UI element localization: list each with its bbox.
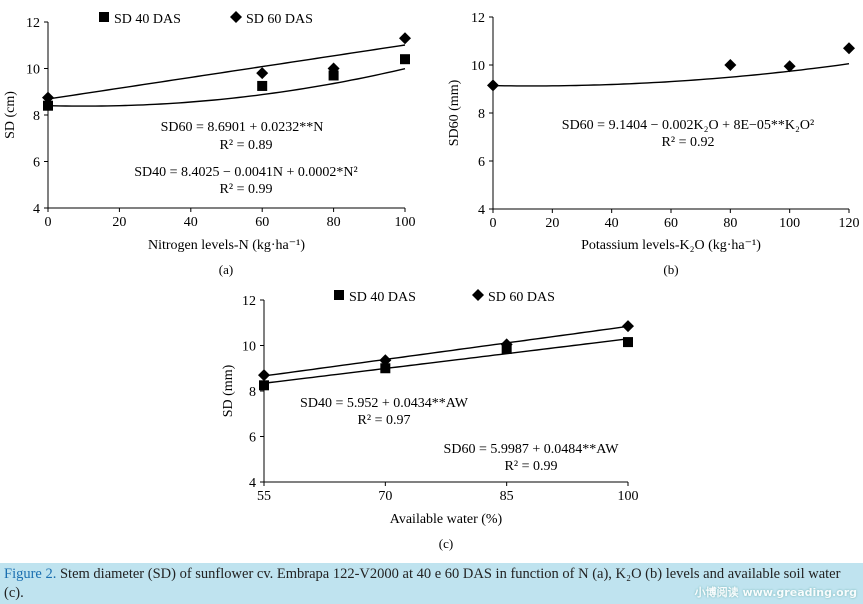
- r-squared-a-1: R² = 0.99: [220, 182, 273, 197]
- legend-marker-c-0: [334, 290, 344, 300]
- data-point-a-1: [42, 91, 54, 104]
- x-tick-label-b: 60: [664, 216, 678, 231]
- x-axis-title-c: Available water (%): [390, 512, 503, 527]
- y-tick-label-c: 12: [242, 294, 256, 309]
- y-tick-label-c: 10: [242, 340, 256, 355]
- y-tick-label-b: 10: [471, 59, 485, 74]
- data-point-b-0: [487, 79, 499, 92]
- data-point-b-0: [724, 59, 737, 71]
- panel-label-b: (b): [663, 262, 678, 277]
- regression-equation-a-0: SD60 = 8.6901 + 0.0232**N: [161, 120, 324, 135]
- y-tick-label-c: 8: [249, 385, 256, 400]
- data-point-a-0: [43, 100, 53, 111]
- data-point-a-1: [256, 67, 269, 80]
- caption-text: Stem diameter (SD) of sunflower cv. Embr…: [4, 566, 841, 601]
- trend-line-a-1: [47, 44, 406, 100]
- caption-background: [0, 563, 863, 604]
- regression-equation-c-0: SD40 = 5.952 + 0.0434**AW: [300, 396, 469, 411]
- x-tick-label-b: 20: [545, 216, 559, 231]
- r-squared-a-0: R² = 0.89: [220, 138, 273, 153]
- y-tick-label-c: 4: [249, 476, 256, 491]
- r-squared-b-0: R² = 0.92: [662, 135, 715, 150]
- x-axis-title-b: Potassium levels-K₂O (kg·ha⁻¹): [581, 238, 761, 253]
- y-axis-title-b: SD60 (mm): [447, 79, 462, 146]
- legend-label-a-0: SD 40 DAS: [114, 12, 181, 27]
- y-tick-label-a: 4: [33, 202, 40, 217]
- x-tick-label-a: 0: [45, 215, 52, 230]
- data-point-c-0: [623, 337, 633, 348]
- legend-label-a-1: SD 60 DAS: [246, 12, 313, 27]
- trend-line-c-0: [263, 338, 629, 384]
- legend-marker-a-0: [99, 12, 109, 22]
- figure-caption: Figure 2. Stem diameter (SD) of sunflowe…: [4, 565, 860, 603]
- watermark: 小博阅读 www.greading.org: [694, 586, 857, 599]
- trend-line-a-0: [47, 68, 406, 107]
- x-tick-label-c: 100: [618, 489, 639, 504]
- y-tick-label-a: 6: [33, 156, 40, 171]
- data-point-c-1: [379, 354, 392, 367]
- panel-label-c: (c): [439, 536, 453, 551]
- regression-equation-a-1: SD40 = 8.4025 − 0.0041N + 0.0002*N²: [134, 165, 358, 180]
- data-point-a-0: [400, 54, 410, 65]
- y-tick-label-b: 8: [478, 107, 485, 122]
- y-axis-title-a: SD (cm): [3, 91, 18, 139]
- y-tick-label-b: 4: [478, 203, 485, 218]
- data-point-b-0: [783, 60, 796, 73]
- data-point-a-0: [257, 80, 268, 91]
- x-tick-label-b: 100: [779, 216, 800, 231]
- x-tick-label-b: 40: [605, 216, 619, 231]
- data-point-a-1: [399, 32, 411, 45]
- x-tick-label-a: 20: [112, 215, 126, 230]
- y-tick-label-a: 8: [33, 109, 40, 124]
- y-tick-label-c: 6: [249, 431, 256, 446]
- data-point-c-1: [622, 320, 634, 333]
- regression-equation-c-1: SD60 = 5.9987 + 0.0484**AW: [444, 442, 620, 457]
- data-point-c-1: [500, 338, 513, 351]
- legend-marker-a-1: [230, 11, 242, 23]
- x-tick-label-a: 100: [395, 215, 416, 230]
- data-point-a-1: [327, 62, 340, 75]
- trend-line-c-1: [263, 325, 629, 377]
- x-axis-title-a: Nitrogen levels-N (kg·ha⁻¹): [148, 238, 305, 253]
- regression-equation-b-0: SD60 = 9.1404 − 0.002K₂O + 8E−05**K₂O²: [562, 118, 814, 133]
- legend-marker-c-1: [472, 289, 484, 301]
- x-tick-label-b: 120: [839, 216, 860, 231]
- y-tick-label-b: 12: [471, 11, 485, 26]
- y-axis-title-c: SD (mm): [221, 364, 236, 417]
- data-point-a-0: [328, 70, 339, 81]
- x-tick-label-c: 85: [500, 489, 514, 504]
- x-tick-label-c: 55: [257, 489, 271, 504]
- data-point-b-0: [843, 42, 855, 55]
- panel-label-a: (a): [219, 262, 233, 277]
- y-tick-label-a: 10: [26, 63, 40, 78]
- data-point-c-0: [259, 380, 269, 391]
- y-tick-label-a: 12: [26, 16, 40, 31]
- x-tick-label-b: 0: [490, 216, 497, 231]
- data-point-c-1: [258, 369, 270, 382]
- caption-lead: Figure 2.: [4, 566, 57, 582]
- legend-label-c-0: SD 40 DAS: [349, 290, 416, 305]
- data-point-c-0: [380, 363, 391, 374]
- x-tick-label-b: 80: [723, 216, 737, 231]
- x-tick-label-a: 60: [255, 215, 269, 230]
- x-tick-label-a: 80: [327, 215, 341, 230]
- x-tick-label-c: 70: [378, 489, 392, 504]
- trend-line-b-0: [492, 63, 850, 87]
- x-tick-label-a: 40: [184, 215, 198, 230]
- legend-label-c-1: SD 60 DAS: [488, 290, 555, 305]
- r-squared-c-0: R² = 0.97: [358, 413, 411, 428]
- y-tick-label-b: 6: [478, 155, 485, 170]
- r-squared-c-1: R² = 0.99: [505, 459, 558, 474]
